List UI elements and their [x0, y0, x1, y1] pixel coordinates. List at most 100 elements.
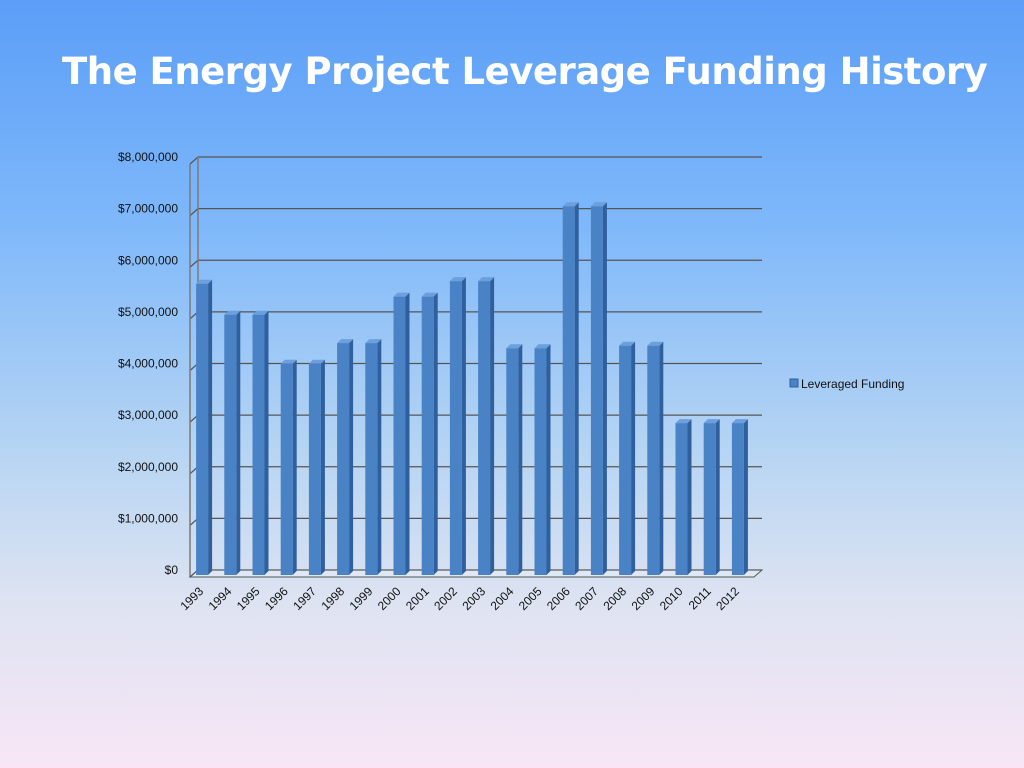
bar-top [252, 310, 269, 315]
bar-front [534, 348, 547, 575]
bar-side [349, 339, 354, 575]
bar [224, 310, 241, 575]
y-tick-label: $5,000,000 [118, 305, 178, 319]
bar [562, 202, 579, 576]
bar-top [224, 310, 241, 315]
bar [703, 419, 720, 575]
y-tick-label: $8,000,000 [118, 150, 178, 164]
y-tick-label: $7,000,000 [118, 202, 178, 216]
bar [534, 344, 551, 575]
x-tick-label: 2011 [686, 584, 714, 612]
x-tick-label: 1999 [347, 584, 376, 613]
y-tick-label: $4,000,000 [118, 357, 178, 371]
bar-front [421, 296, 434, 575]
bar-side [405, 292, 410, 575]
bar-top [703, 419, 720, 424]
bar-front [675, 423, 688, 575]
bar [393, 292, 410, 575]
bar [478, 277, 495, 575]
bar [365, 339, 382, 575]
x-tick-label: 1995 [234, 584, 263, 613]
bar-front [478, 281, 491, 575]
x-tick-label: 1993 [177, 584, 206, 613]
x-tick-label: 2008 [600, 584, 629, 613]
bar-top [647, 341, 664, 346]
bar-side [236, 310, 241, 575]
x-tick-label: 2002 [431, 584, 460, 613]
bar-side [659, 341, 664, 575]
legend: Leveraged Funding [789, 377, 904, 391]
y-tick-label: $1,000,000 [118, 511, 178, 525]
bar-front [337, 343, 350, 575]
y-tick-label: $3,000,000 [118, 408, 178, 422]
bar-front [703, 423, 716, 575]
page-title: The Energy Project Leverage Funding Hist… [62, 50, 988, 93]
bar-side [631, 341, 636, 575]
x-tick-label: 2012 [713, 584, 742, 613]
bar [590, 202, 607, 576]
bar-top [280, 359, 297, 364]
x-tick-label: 1998 [318, 584, 347, 613]
bar-front [647, 345, 660, 575]
bar-front [449, 281, 462, 575]
bar-front [224, 314, 237, 575]
x-tick-label: 1996 [262, 584, 291, 613]
x-tick-label: 2009 [629, 584, 658, 613]
bar-top [619, 341, 636, 346]
y-tick-label: $2,000,000 [118, 460, 178, 474]
bar-side [208, 279, 213, 575]
bar-side [546, 344, 551, 575]
bar-side [461, 277, 466, 575]
gridline-depth-8 [189, 156, 199, 165]
bar [619, 341, 636, 575]
bar [337, 339, 354, 575]
x-tick-label: 2010 [657, 584, 686, 613]
bar [421, 292, 438, 575]
bars [196, 202, 748, 576]
bar [196, 279, 213, 575]
bar [675, 419, 692, 575]
bar-side [490, 277, 495, 575]
bar-top [421, 292, 438, 297]
x-tick-label: 2005 [516, 584, 545, 613]
bar-front [365, 343, 378, 575]
bar-side [292, 359, 297, 575]
bar-side [264, 310, 269, 575]
bar-top [562, 202, 579, 207]
bar-top [506, 344, 523, 349]
x-axis-tick-labels: 1993 1994 1995 1996 1997 1998 1999 2000 2001 2002… [177, 584, 742, 613]
x-tick-label: 1997 [290, 584, 319, 613]
legend-swatch [789, 378, 799, 388]
bar-top [590, 202, 607, 207]
bar-side [574, 202, 579, 576]
bar-front [731, 423, 744, 575]
x-tick-label: 2001 [403, 584, 432, 613]
bar-front [393, 296, 406, 575]
x-tick-label: 2006 [544, 584, 573, 613]
bar-top [365, 339, 382, 344]
bar-front [280, 363, 293, 575]
bar-side [377, 339, 382, 575]
y-tick-label: $6,000,000 [118, 253, 178, 267]
y-axis-tick-labels: $0 $1,000,000 $2,000,000 $3,000,000 $4,000,0… [118, 150, 178, 577]
bar-side [320, 359, 325, 575]
x-tick-label: 2004 [488, 584, 517, 613]
x-tick-label: 2007 [572, 584, 601, 613]
bar-side [518, 344, 523, 575]
legend-label: Leveraged Funding [801, 377, 904, 391]
bar-front [252, 314, 265, 575]
x-tick-label: 2003 [459, 584, 488, 613]
bar-front [308, 363, 321, 575]
bar-side [743, 419, 748, 575]
bar-top [449, 277, 466, 282]
bar [280, 359, 297, 575]
bar-front [196, 283, 209, 575]
y-tick-label: $0 [165, 563, 179, 577]
bar-top [196, 279, 213, 284]
bar-front [619, 345, 632, 575]
bar-top [393, 292, 410, 297]
bar-top [534, 344, 551, 349]
bar-side [715, 419, 720, 575]
bar [308, 359, 325, 575]
